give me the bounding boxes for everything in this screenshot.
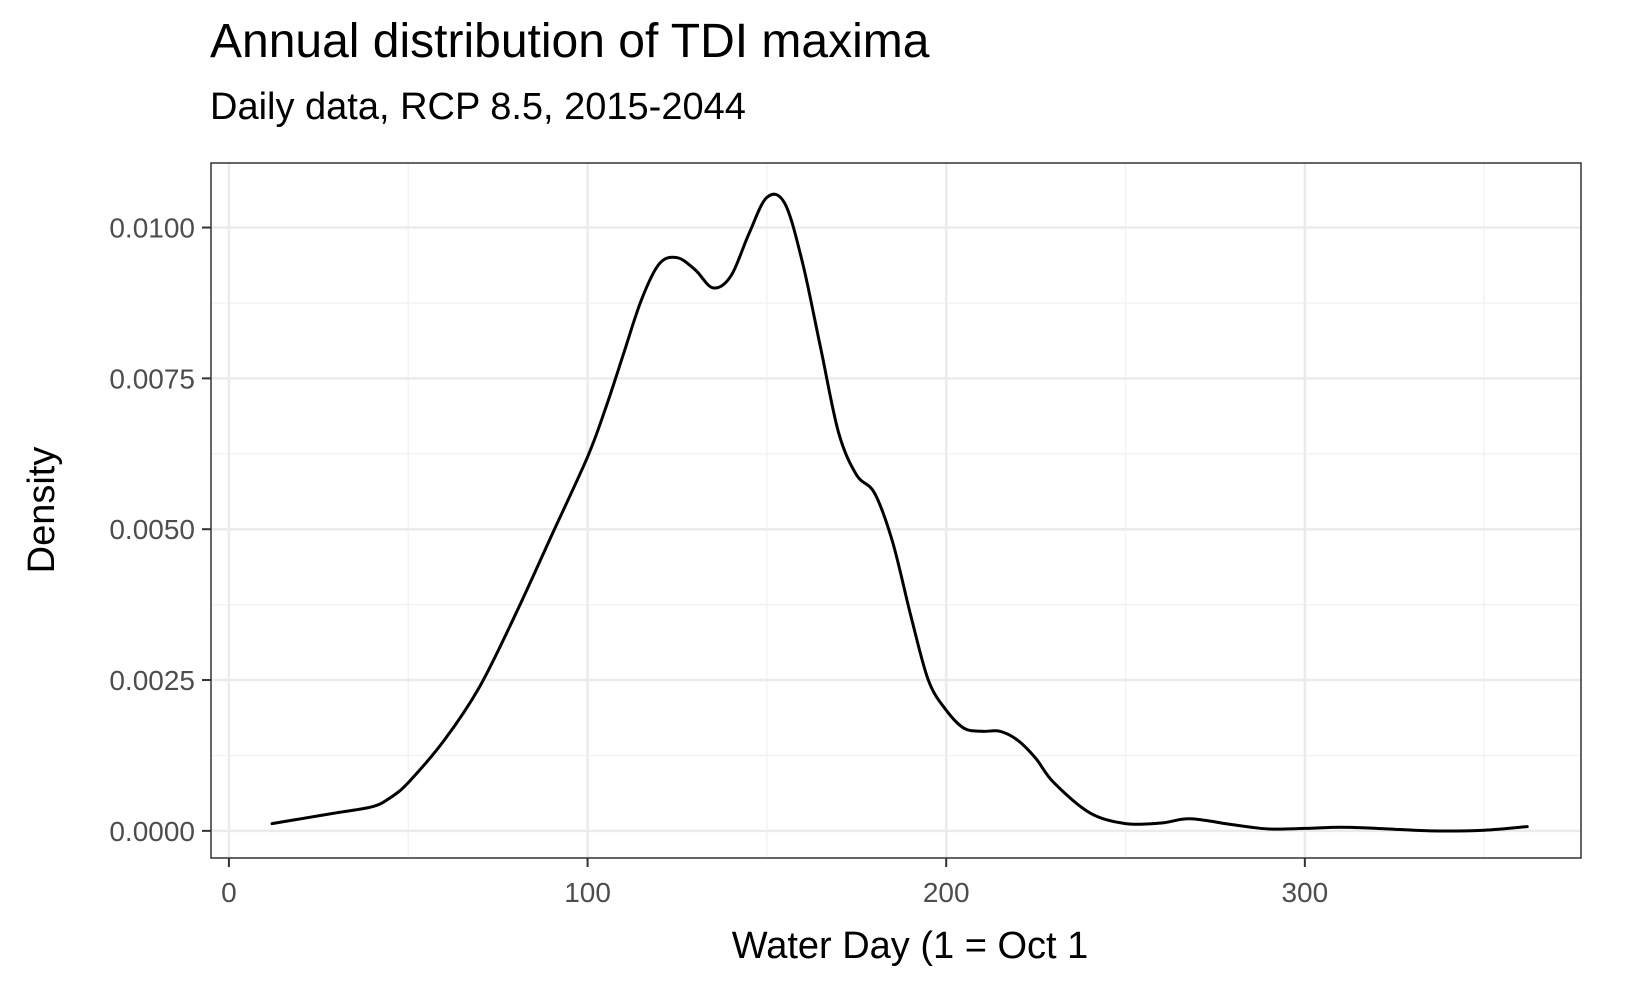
x-tick-label: 300 [1281,877,1328,908]
y-tick-label: 0.0050 [109,514,195,545]
y-axis: 0.0000 0.0025 0.0050 0.0075 0.0100 [109,213,211,847]
x-axis-title: Water Day (1 = Oct 1 [732,925,1089,967]
x-tick-label: 0 [221,877,237,908]
major-grid [211,163,1581,858]
y-tick-label: 0.0000 [109,816,195,847]
minor-grid [211,163,1581,858]
x-tick-label: 200 [923,877,970,908]
chart-title: Annual distribution of TDI maxima [210,15,930,68]
x-axis: 0 100 200 300 [221,858,1328,908]
chart-subtitle: Daily data, RCP 8.5, 2015-2044 [210,86,746,128]
y-axis-title: Density [21,447,63,574]
panel-background [211,163,1581,858]
x-tick-label: 100 [564,877,611,908]
y-tick-label: 0.0075 [109,363,195,394]
panel-border [210,162,1582,859]
y-tick-label: 0.0100 [109,213,195,244]
density-line [270,192,1529,833]
y-tick-label: 0.0025 [109,665,195,696]
